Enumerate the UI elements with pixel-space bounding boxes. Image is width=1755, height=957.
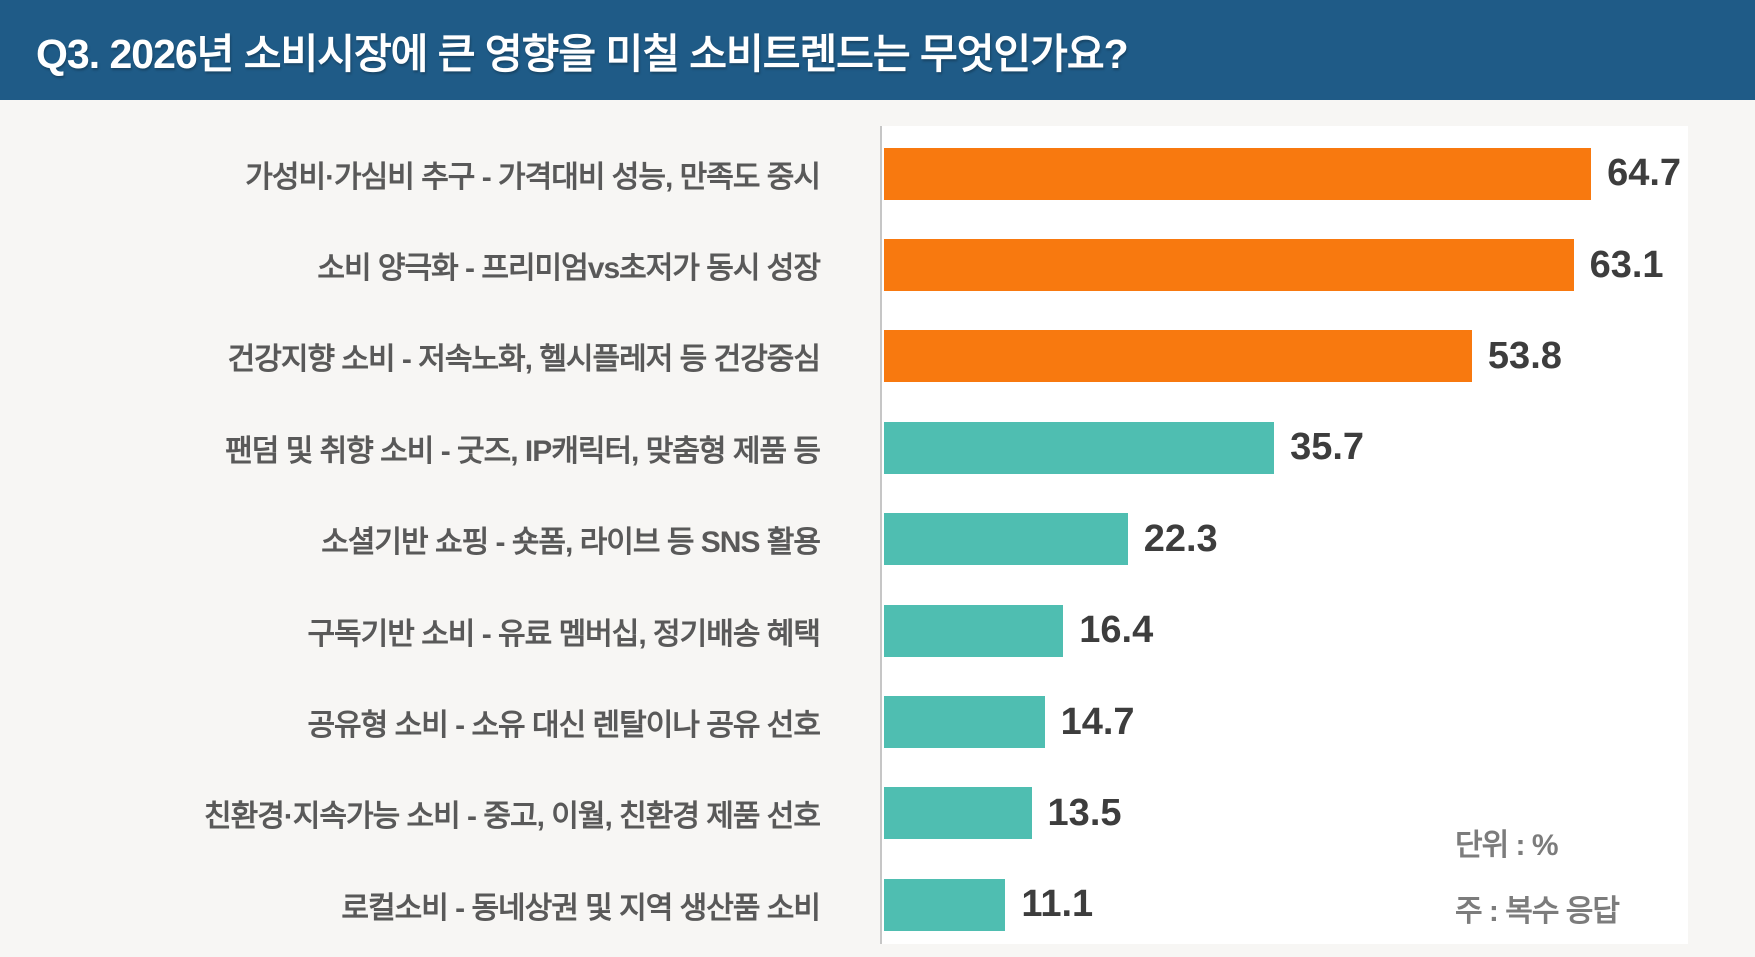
bar-track: 11.1 <box>884 859 1755 950</box>
category-label: 친환경·지속가능 소비 - 중고, 이월, 친환경 제품 선호 <box>204 800 821 834</box>
value-bar <box>884 696 1045 749</box>
bar-track: 16.4 <box>884 585 1755 676</box>
category-label: 소셜기반 쇼핑 - 숏폼, 라이브 등 SNS 활용 <box>321 526 821 560</box>
value-bar <box>884 878 1006 931</box>
bar-track: 22.3 <box>884 494 1755 585</box>
value-bar <box>884 604 1064 657</box>
unit-note: 단위 : % <box>1455 829 1559 862</box>
category-label: 소비 양극화 - 프리미엄vs초저가 동시 성장 <box>317 252 821 286</box>
chart-row: 구독기반 소비 - 유료 멤버십, 정기배송 혜택 16.4 <box>0 585 1755 676</box>
chart-row: 팬덤 및 취향 소비 - 굿즈, IP캐릭터, 맞춤형 제품 등 35.7 <box>0 402 1755 493</box>
bar-track: 64.7 <box>884 128 1755 219</box>
chart-row: 로컬소비 - 동네상권 및 지역 생산품 소비 11.1 <box>0 859 1755 950</box>
value-label: 13.5 <box>1047 791 1122 834</box>
value-bar <box>884 239 1574 292</box>
bar-track: 14.7 <box>884 676 1755 767</box>
value-label: 35.7 <box>1290 426 1365 469</box>
category-label: 구독기반 소비 - 유료 멤버십, 정기배송 혜택 <box>307 617 821 651</box>
chart-row: 소비 양극화 - 프리미엄vs초저가 동시 성장 63.1 <box>0 219 1755 310</box>
chart-title: Q3. 2026년 소비시장에 큰 영향을 미칠 소비트렌드는 무엇인가요? <box>36 31 1129 77</box>
value-label: 22.3 <box>1143 517 1218 560</box>
category-label: 공유형 소비 - 소유 대신 렌탈이나 공유 선호 <box>307 709 821 743</box>
category-label: 팬덤 및 취향 소비 - 굿즈, IP캐릭터, 맞춤형 제품 등 <box>225 434 821 468</box>
value-label: 16.4 <box>1079 609 1154 652</box>
chart-row: 가성비·가심비 추구 - 가격대비 성능, 만족도 중시 64.7 <box>0 128 1755 219</box>
bar-chart: 가성비·가심비 추구 - 가격대비 성능, 만족도 중시 64.7 소비 양극화… <box>0 100 1755 957</box>
category-label: 건강지향 소비 - 저속노화, 헬시플레저 등 건강중심 <box>227 343 821 377</box>
chart-notes: 단위 : % 주 : 복수 응답 <box>1455 820 1620 930</box>
value-bar <box>884 147 1592 200</box>
bar-rows: 가성비·가심비 추구 - 가격대비 성능, 만족도 중시 64.7 소비 양극화… <box>0 128 1755 951</box>
value-bar <box>884 787 1032 840</box>
category-label: 로컬소비 - 동네상권 및 지역 생산품 소비 <box>341 891 821 925</box>
question-header: Q3. 2026년 소비시장에 큰 영향을 미칠 소비트렌드는 무엇인가요? <box>0 0 1755 100</box>
bar-track: 13.5 <box>884 768 1755 859</box>
multi-response-note: 주 : 복수 응답 <box>1455 895 1620 928</box>
value-bar <box>884 330 1472 383</box>
bar-track: 53.8 <box>884 311 1755 402</box>
value-label: 11.1 <box>1021 883 1094 926</box>
value-bar <box>884 421 1275 474</box>
chart-row: 공유형 소비 - 소유 대신 렌탈이나 공유 선호 14.7 <box>0 676 1755 767</box>
value-label: 63.1 <box>1589 243 1664 286</box>
chart-row: 건강지향 소비 - 저속노화, 헬시플레저 등 건강중심 53.8 <box>0 311 1755 402</box>
value-bar <box>884 513 1128 566</box>
category-label: 가성비·가심비 추구 - 가격대비 성능, 만족도 중시 <box>245 160 821 194</box>
bar-track: 63.1 <box>884 219 1755 310</box>
chart-row: 친환경·지속가능 소비 - 중고, 이월, 친환경 제품 선호 13.5 <box>0 768 1755 859</box>
bar-track: 35.7 <box>884 402 1755 493</box>
value-label: 64.7 <box>1607 152 1682 195</box>
value-label: 53.8 <box>1487 334 1562 377</box>
chart-row: 소셜기반 쇼핑 - 숏폼, 라이브 등 SNS 활용 22.3 <box>0 494 1755 585</box>
value-label: 14.7 <box>1060 700 1135 743</box>
